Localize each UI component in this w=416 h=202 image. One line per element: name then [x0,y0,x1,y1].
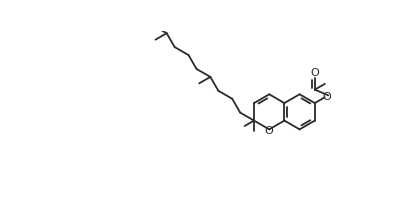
Text: O: O [322,92,331,102]
Text: O: O [265,125,274,135]
Text: O: O [310,68,319,78]
